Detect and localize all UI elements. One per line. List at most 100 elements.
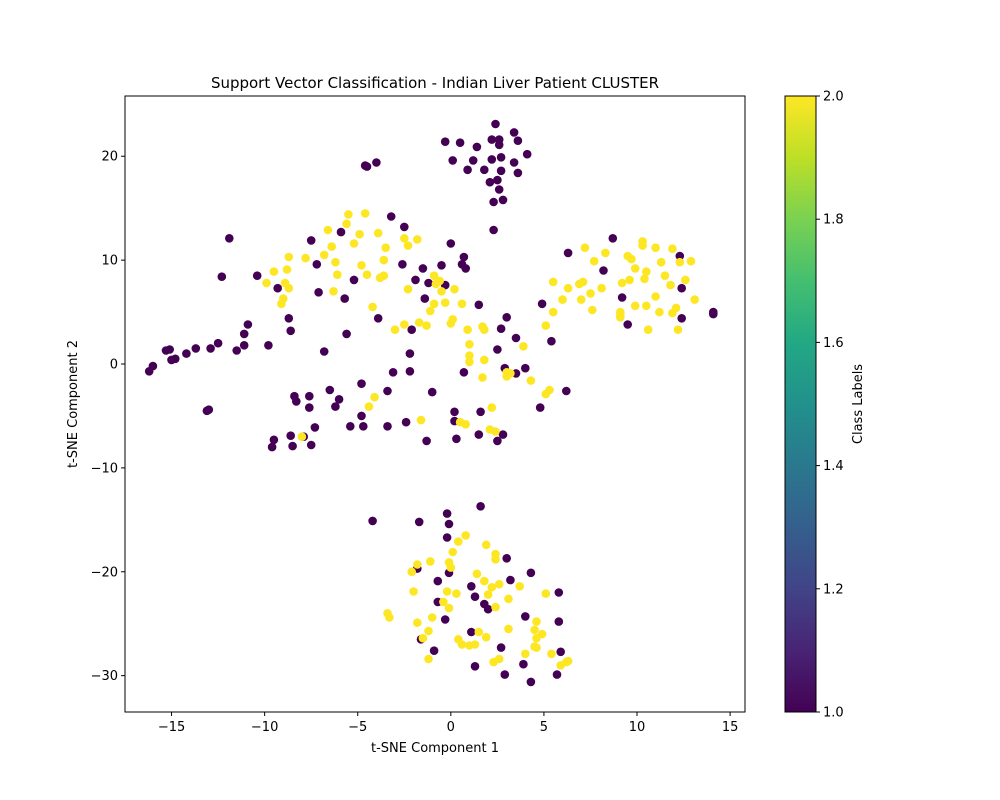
colorbar-tick-label: 2.0	[823, 90, 844, 105]
data-point-class-2	[548, 277, 558, 287]
data-point-class-2	[457, 640, 467, 649]
data-point-class-2	[506, 369, 515, 378]
data-point-class-2	[319, 250, 329, 260]
data-point-class-2	[515, 582, 524, 591]
data-point-class-1	[522, 149, 532, 159]
data-point-class-1	[513, 136, 523, 145]
data-point-class-2	[578, 277, 588, 287]
data-point-class-2	[381, 243, 391, 252]
data-point-class-1	[563, 248, 573, 258]
data-point-class-1	[467, 627, 476, 637]
data-point-class-1	[487, 135, 497, 144]
data-point-class-1	[502, 313, 512, 322]
data-point-class-2	[461, 531, 471, 540]
y-tick-label: 20	[101, 150, 118, 165]
data-point-class-1	[511, 333, 521, 343]
data-point-class-2	[576, 295, 586, 304]
data-point-class-1	[608, 234, 618, 243]
y-tick-label: −10	[91, 461, 118, 476]
data-point-class-1	[243, 320, 253, 329]
data-point-class-2	[440, 298, 450, 308]
data-point-class-2	[439, 597, 448, 607]
data-point-class-2	[357, 261, 366, 270]
data-point-class-1	[502, 554, 512, 563]
data-point-class-2	[563, 283, 573, 293]
data-point-class-2	[491, 602, 500, 612]
data-point-class-2	[429, 271, 439, 281]
data-point-class-1	[310, 423, 320, 432]
data-point-class-2	[409, 587, 418, 596]
data-point-class-1	[623, 320, 632, 329]
data-point-class-1	[411, 275, 420, 285]
data-point-class-2	[282, 265, 292, 274]
data-point-class-2	[541, 589, 551, 598]
data-point-class-2	[360, 209, 370, 218]
data-point-class-1	[483, 604, 493, 614]
data-point-class-2	[656, 257, 666, 267]
data-point-class-1	[340, 294, 350, 303]
data-point-class-2	[364, 402, 374, 411]
data-point-class-2	[655, 307, 664, 317]
data-point-class-2	[589, 256, 599, 266]
data-point-class-1	[493, 436, 502, 446]
data-point-class-1	[424, 278, 433, 288]
data-point-class-2	[660, 271, 670, 281]
data-point-class-2	[327, 242, 337, 251]
colorbar-gradient	[784, 95, 817, 713]
data-point-class-1	[346, 422, 355, 431]
data-point-class-1	[325, 385, 335, 395]
data-point-class-1	[232, 346, 241, 355]
x-tick-label: 10	[629, 720, 646, 735]
data-point-class-2	[480, 355, 489, 365]
y-tick-label: 10	[101, 254, 118, 269]
data-point-class-1	[273, 283, 283, 293]
data-point-class-2	[323, 225, 333, 235]
data-point-class-2	[385, 613, 394, 622]
y-axis-ticks: −30 −20 −10 0 10 20	[91, 150, 125, 684]
data-point-class-2	[494, 579, 504, 589]
data-point-class-2	[284, 283, 294, 293]
colorbar: 1.0 1.2 1.4 1.6 1.8 2.0 Class Labels	[784, 90, 866, 721]
data-point-class-1	[342, 329, 351, 339]
data-point-class-1	[368, 516, 377, 526]
data-point-class-2	[640, 274, 649, 284]
data-point-class-2	[681, 275, 690, 285]
data-point-class-1	[474, 300, 484, 310]
data-point-class-1	[206, 344, 215, 353]
data-point-class-1	[468, 156, 478, 165]
data-point-class-1	[267, 442, 277, 452]
data-point-class-1	[334, 395, 344, 404]
data-point-class-1	[429, 646, 439, 655]
data-point-class-2	[558, 295, 567, 304]
data-point-class-1	[314, 288, 323, 297]
data-point-class-1	[288, 441, 297, 451]
data-point-class-2	[532, 617, 541, 626]
colorbar-tick-label: 1.4	[823, 459, 844, 474]
data-point-class-2	[601, 248, 610, 258]
data-point-class-2	[452, 589, 461, 598]
data-point-class-2	[625, 275, 634, 285]
data-point-class-2	[422, 321, 431, 330]
data-point-class-1	[357, 411, 366, 421]
y-tick-label: −20	[91, 565, 118, 580]
data-point-class-2	[400, 234, 409, 243]
y-axis-label: t-SNE Component 2	[66, 340, 81, 468]
data-point-class-2	[370, 392, 379, 402]
data-point-class-1	[675, 251, 685, 261]
data-point-class-1	[444, 519, 454, 529]
data-point-class-1	[521, 612, 530, 621]
data-point-class-1	[401, 417, 411, 427]
data-point-class-2	[597, 283, 606, 293]
data-point-class-1	[383, 386, 392, 396]
data-point-class-1	[474, 430, 484, 439]
data-point-class-1	[398, 260, 407, 269]
data-point-class-1	[286, 326, 296, 336]
data-point-class-2	[675, 257, 685, 267]
data-point-class-1	[494, 135, 504, 144]
colorbar-tick-label: 1.0	[823, 706, 844, 721]
data-point-class-2	[413, 235, 422, 244]
data-point-class-2	[487, 583, 497, 592]
data-point-class-1	[388, 368, 398, 377]
data-point-class-1	[440, 615, 450, 624]
data-point-class-2	[426, 557, 435, 566]
